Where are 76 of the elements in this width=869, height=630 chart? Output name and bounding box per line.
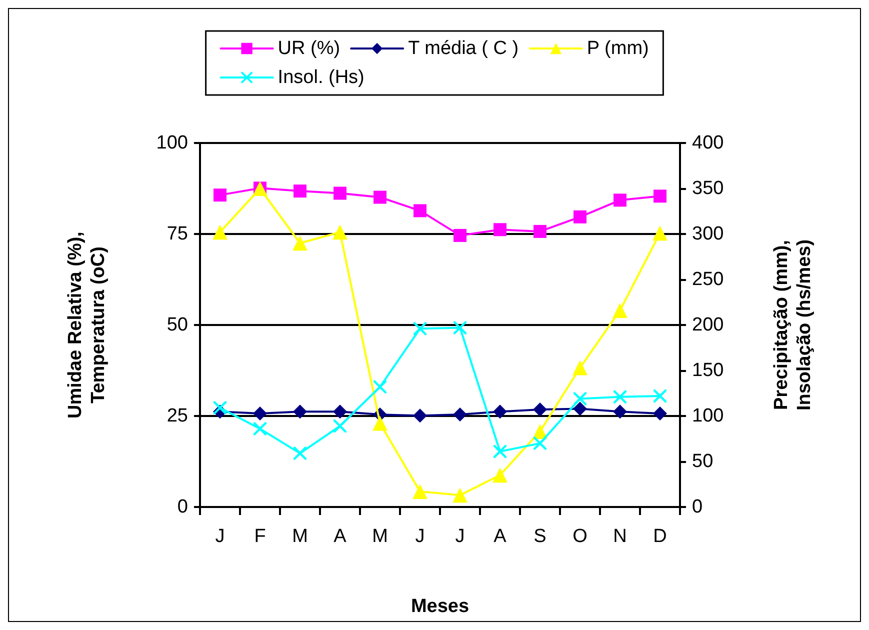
point xyxy=(212,224,228,240)
y2-tick-label: 0 xyxy=(692,496,703,518)
x-tick-label: O xyxy=(572,526,588,547)
point xyxy=(494,223,506,236)
point xyxy=(573,402,587,416)
y-axis-title: Umidae Relativa (%), Temperatura (oC) xyxy=(65,232,109,418)
point xyxy=(452,488,468,503)
point xyxy=(332,224,348,240)
point xyxy=(493,404,507,419)
y2-tick-label: 100 xyxy=(692,406,724,426)
point xyxy=(654,190,666,203)
point xyxy=(292,236,308,251)
legend-label: P (mm) xyxy=(586,38,649,59)
point xyxy=(214,401,226,414)
point xyxy=(614,390,626,404)
point xyxy=(534,436,546,450)
x-tick-label: J xyxy=(415,526,425,547)
point xyxy=(453,408,467,422)
x-tick-label: S xyxy=(534,526,546,547)
point xyxy=(654,389,666,402)
y2-tick-label: 350 xyxy=(692,178,724,199)
point xyxy=(494,444,506,458)
x-axis-title: Meses xyxy=(410,596,470,617)
point xyxy=(454,228,466,242)
y2-tick-label: 50 xyxy=(692,451,714,472)
y-tick-label: 100 xyxy=(156,132,188,154)
point xyxy=(294,446,306,460)
point xyxy=(253,406,267,420)
y-tick-label: 75 xyxy=(166,224,188,244)
point xyxy=(653,406,667,420)
legend-label: Insol. (Hs) xyxy=(278,67,364,88)
point xyxy=(652,226,668,241)
point xyxy=(334,420,346,433)
x-tick-label: F xyxy=(254,526,266,547)
y2-tick-label: 150 xyxy=(692,360,724,381)
y2-tick-label: 300 xyxy=(692,224,724,244)
point xyxy=(334,186,346,200)
x-tick-label: N xyxy=(613,526,627,547)
x-tick-label: D xyxy=(653,526,667,547)
point xyxy=(574,392,586,406)
y-tick-label: 0 xyxy=(177,496,188,518)
point xyxy=(413,408,427,423)
point xyxy=(293,404,307,419)
point xyxy=(412,484,428,500)
x-tick-label: M xyxy=(372,526,388,547)
legend-label: UR (%) xyxy=(278,38,340,59)
point xyxy=(613,404,627,419)
point xyxy=(612,302,628,318)
point xyxy=(372,416,388,431)
point xyxy=(454,321,466,334)
point xyxy=(534,224,546,238)
point xyxy=(614,194,626,207)
x-tick-label: J xyxy=(455,526,465,547)
point xyxy=(333,404,347,419)
x-tick-label: M xyxy=(292,526,308,547)
y-tick-label: 50 xyxy=(166,314,188,336)
point xyxy=(492,468,508,483)
y2-tick-label: 250 xyxy=(692,269,724,290)
point xyxy=(574,210,586,224)
point xyxy=(572,360,588,376)
x-tick-label: J xyxy=(215,526,225,547)
point xyxy=(414,204,426,218)
point xyxy=(533,402,547,416)
y-tick-label: 25 xyxy=(166,406,188,426)
y2-tick-label: 200 xyxy=(692,314,724,336)
legend-label: T média ( C ) xyxy=(408,38,519,59)
point xyxy=(374,190,386,204)
x-tick-label: A xyxy=(494,526,507,547)
y2-axis-title: Precipitação (mm), Insolação (hs/mes) xyxy=(771,239,815,411)
point xyxy=(374,380,386,394)
point xyxy=(254,422,266,436)
y2-tick-label: 400 xyxy=(692,132,724,154)
point xyxy=(294,184,306,198)
point xyxy=(214,188,226,202)
x-tick-label: A xyxy=(334,526,347,547)
point xyxy=(414,322,426,336)
